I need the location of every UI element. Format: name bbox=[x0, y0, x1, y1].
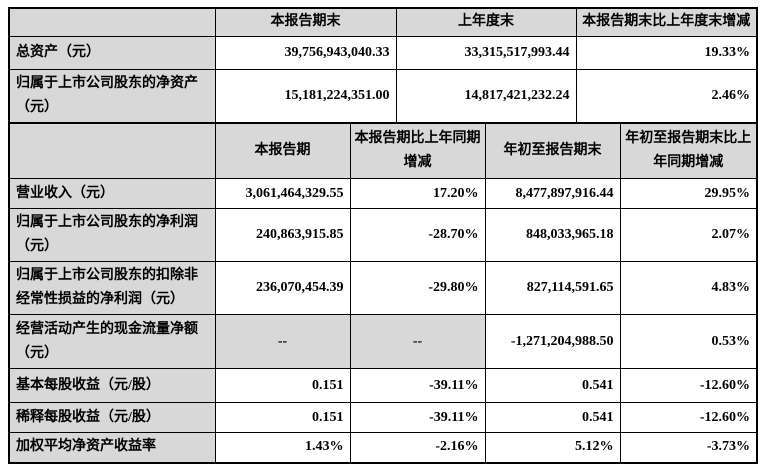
basic-eps-yoy: -39.11% bbox=[349, 368, 486, 403]
basic-eps-ytd-yoy: -12.60% bbox=[619, 368, 758, 403]
t2-header-ytd-yoy-change: 年初至报告期末比上年同期增减 bbox=[619, 122, 758, 179]
operating-cash-flow-ytd: -1,271,204,988.50 bbox=[484, 314, 621, 369]
net-profit-label: 归属于上市公司股东的净利润（元） bbox=[8, 208, 216, 262]
diluted-eps-label: 稀释每股收益（元/股） bbox=[8, 402, 216, 433]
diluted-eps-ytd-yoy: -12.60% bbox=[619, 402, 758, 433]
operating-revenue-label: 营业收入（元） bbox=[8, 178, 216, 209]
net-profit-ytd-yoy: 2.07% bbox=[619, 208, 758, 262]
t1-header-current-period-end: 本报告期末 bbox=[214, 7, 397, 37]
net-assets-current: 15,181,224,351.00 bbox=[214, 68, 397, 123]
diluted-eps-current: 0.151 bbox=[214, 402, 351, 433]
net-profit-ex-nonrecurring-label: 归属于上市公司股东的扣除非经常性损益的净利润（元） bbox=[8, 261, 216, 315]
table-row-operating-revenue: 营业收入（元） 3,061,464,329.55 17.20% 8,477,89… bbox=[8, 178, 758, 209]
net-profit-current: 240,863,915.85 bbox=[214, 208, 351, 262]
t2-header-yoy-change: 本报告期比上年同期增减 bbox=[349, 122, 486, 179]
total-assets-change: 19.33% bbox=[575, 35, 758, 70]
weighted-avg-roe-ytd: 5.12% bbox=[484, 432, 621, 463]
table-header-row: 本报告期 本报告期比上年同期增减 年初至报告期末 年初至报告期末比上年同期增减 bbox=[8, 122, 758, 179]
operating-cash-flow-current: -- bbox=[214, 314, 351, 369]
net-profit-ex-nonrecurring-yoy: -29.80% bbox=[349, 261, 486, 315]
table-row-total-assets: 总资产（元） 39,756,943,040.33 33,315,517,993.… bbox=[8, 35, 758, 70]
t2-header-blank bbox=[8, 122, 216, 179]
net-profit-ex-nonrecurring-ytd: 827,114,591.65 bbox=[484, 261, 621, 315]
income-summary-table: 本报告期 本报告期比上年同期增减 年初至报告期末 年初至报告期末比上年同期增减 … bbox=[8, 121, 758, 464]
net-assets-change: 2.46% bbox=[575, 68, 758, 123]
diluted-eps-ytd: 0.541 bbox=[484, 402, 621, 433]
weighted-avg-roe-yoy: -2.16% bbox=[349, 432, 486, 463]
weighted-avg-roe-label: 加权平均净资产收益率 bbox=[8, 432, 216, 463]
table-row-net-profit: 归属于上市公司股东的净利润（元） 240,863,915.85 -28.70% … bbox=[8, 208, 758, 262]
table-row-weighted-avg-roe: 加权平均净资产收益率 1.43% -2.16% 5.12% -3.73% bbox=[8, 432, 758, 463]
net-profit-ex-nonrecurring-current: 236,070,454.39 bbox=[214, 261, 351, 315]
t2-header-current-period: 本报告期 bbox=[214, 122, 351, 179]
table-row-net-profit-ex-nonrecurring: 归属于上市公司股东的扣除非经常性损益的净利润（元） 236,070,454.39… bbox=[8, 261, 758, 315]
operating-revenue-current: 3,061,464,329.55 bbox=[214, 178, 351, 209]
operating-cash-flow-label: 经营活动产生的现金流量净额（元） bbox=[8, 314, 216, 369]
net-assets-label: 归属于上市公司股东的净资产（元） bbox=[8, 68, 216, 123]
financial-summary-page: 本报告期末 上年度末 本报告期末比上年度末增减 总资产（元） 39,756,94… bbox=[8, 7, 758, 464]
t1-header-blank bbox=[8, 7, 216, 37]
weighted-avg-roe-current: 1.43% bbox=[214, 432, 351, 463]
net-profit-ex-nonrecurring-ytd-yoy: 4.83% bbox=[619, 261, 758, 315]
t1-header-change-vs-prior-year-end: 本报告期末比上年度末增减 bbox=[575, 7, 758, 37]
net-assets-prior: 14,817,421,232.24 bbox=[395, 68, 577, 123]
total-assets-prior: 33,315,517,993.44 bbox=[395, 35, 577, 70]
operating-revenue-ytd: 8,477,897,916.44 bbox=[484, 178, 621, 209]
diluted-eps-yoy: -39.11% bbox=[349, 402, 486, 433]
table-row-diluted-eps: 稀释每股收益（元/股） 0.151 -39.11% 0.541 -12.60% bbox=[8, 402, 758, 433]
operating-cash-flow-ytd-yoy: 0.53% bbox=[619, 314, 758, 369]
t1-header-prior-year-end: 上年度末 bbox=[395, 7, 577, 37]
operating-cash-flow-yoy: -- bbox=[349, 314, 486, 369]
total-assets-current: 39,756,943,040.33 bbox=[214, 35, 397, 70]
net-profit-yoy: -28.70% bbox=[349, 208, 486, 262]
table-row-operating-cash-flow: 经营活动产生的现金流量净额（元） -- -- -1,271,204,988.50… bbox=[8, 314, 758, 369]
table-row-net-assets: 归属于上市公司股东的净资产（元） 15,181,224,351.00 14,81… bbox=[8, 68, 758, 123]
basic-eps-label: 基本每股收益（元/股） bbox=[8, 368, 216, 403]
t2-header-ytd: 年初至报告期末 bbox=[484, 122, 621, 179]
table-row-basic-eps: 基本每股收益（元/股） 0.151 -39.11% 0.541 -12.60% bbox=[8, 368, 758, 403]
operating-revenue-yoy: 17.20% bbox=[349, 178, 486, 209]
weighted-avg-roe-ytd-yoy: -3.73% bbox=[619, 432, 758, 463]
balance-summary-table: 本报告期末 上年度末 本报告期末比上年度末增减 总资产（元） 39,756,94… bbox=[8, 7, 758, 124]
operating-revenue-ytd-yoy: 29.95% bbox=[619, 178, 758, 209]
table-header-row: 本报告期末 上年度末 本报告期末比上年度末增减 bbox=[8, 7, 758, 37]
basic-eps-current: 0.151 bbox=[214, 368, 351, 403]
basic-eps-ytd: 0.541 bbox=[484, 368, 621, 403]
net-profit-ytd: 848,033,965.18 bbox=[484, 208, 621, 262]
total-assets-label: 总资产（元） bbox=[8, 35, 216, 70]
